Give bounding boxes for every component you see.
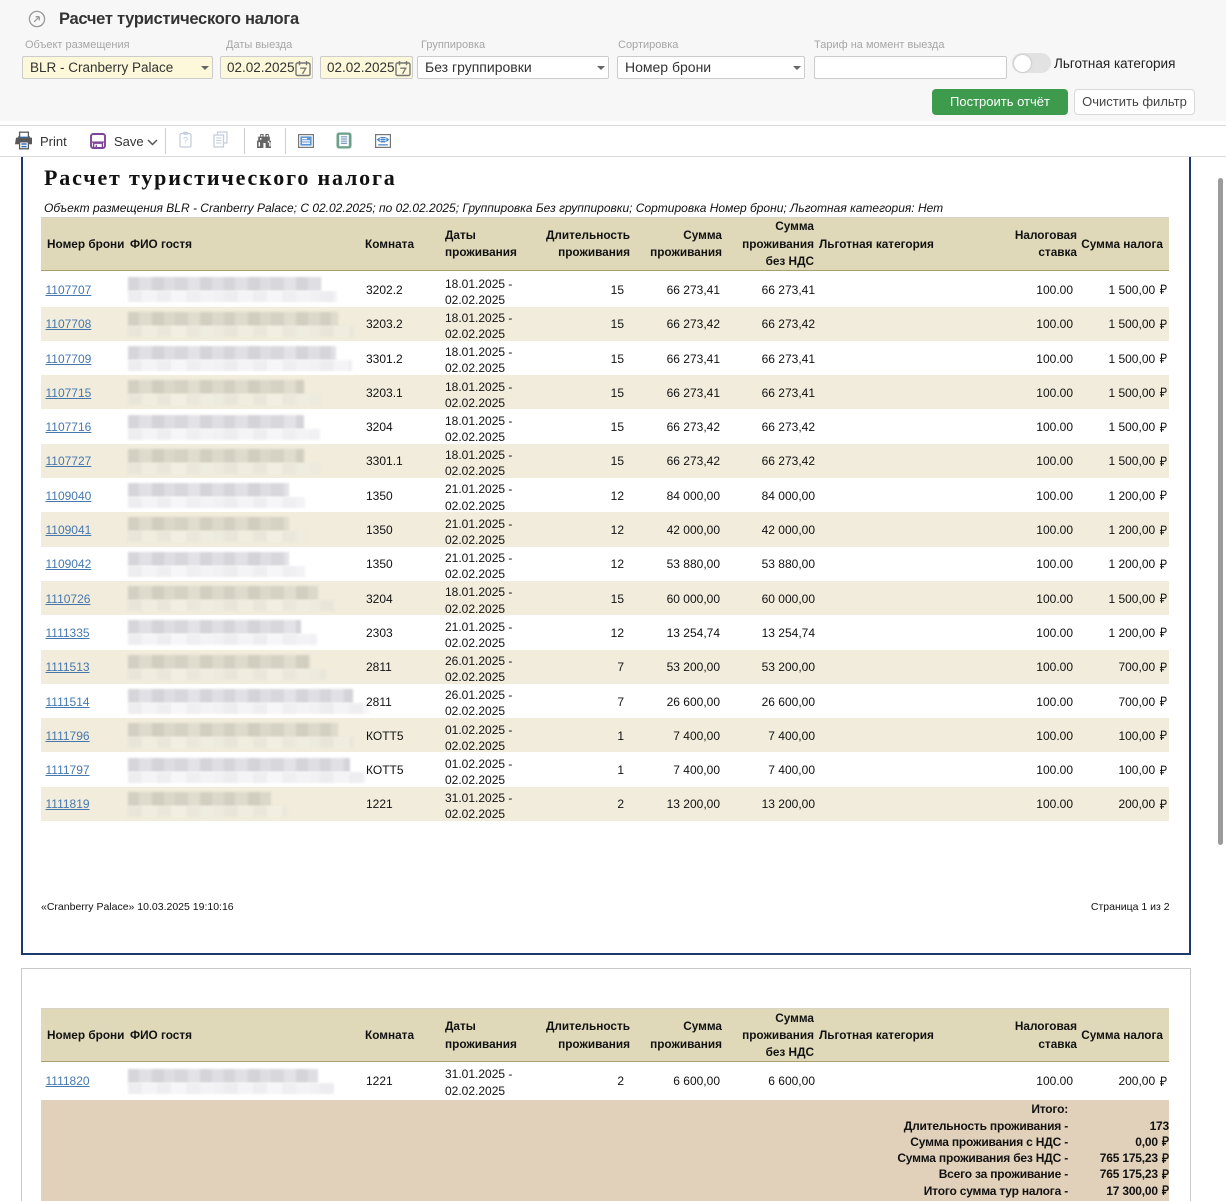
svg-text:?: ? [183,136,188,146]
